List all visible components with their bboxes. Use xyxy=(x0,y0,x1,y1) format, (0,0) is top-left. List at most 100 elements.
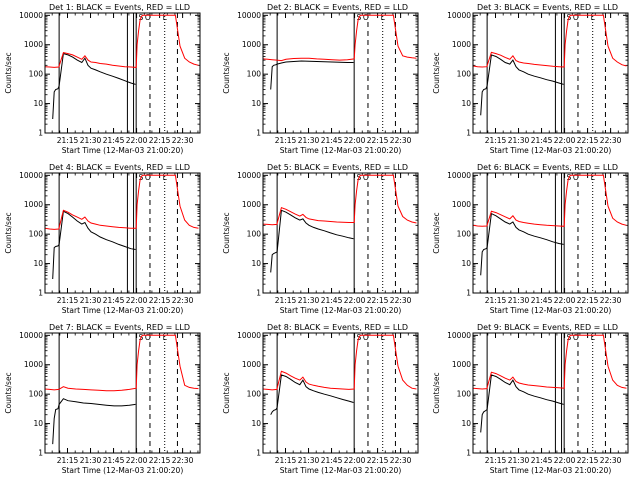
y-axis-label: Counts/sec xyxy=(222,212,231,253)
series-lld xyxy=(45,14,199,68)
y-axis-label: Counts/sec xyxy=(222,372,231,413)
y-tick-label: 100 xyxy=(457,70,472,79)
annotation-L: L xyxy=(381,13,386,22)
y-tick-label: 10000 xyxy=(447,331,471,340)
x-tick-label: 21:45 xyxy=(103,136,125,145)
x-tick-label: 22:30 xyxy=(600,456,622,465)
plot-frame xyxy=(44,172,201,294)
annotation-O: O xyxy=(145,13,151,22)
plot-frame xyxy=(472,332,629,454)
y-tick-label: 10 xyxy=(461,99,471,108)
y-axis-label: Counts/sec xyxy=(4,52,13,93)
x-tick-label: 22:00 xyxy=(126,296,148,305)
y-tick-label: 10 xyxy=(33,259,43,268)
x-tick-label: 21:15 xyxy=(57,456,79,465)
x-axis-label: Start Time (12-Mar-03 21:00:20) xyxy=(280,306,402,315)
x-tick-label: 22:30 xyxy=(390,296,412,305)
y-tick-label: 1 xyxy=(466,449,471,458)
y-axis-label: Counts/sec xyxy=(432,372,441,413)
plot-frame xyxy=(262,12,419,134)
y-tick-label: 10000 xyxy=(19,331,43,340)
y-axis-label: Counts/sec xyxy=(432,212,441,253)
x-tick-label: 22:00 xyxy=(554,136,576,145)
plot-title: Det 3: BLACK = Events, RED = LLD xyxy=(477,3,618,12)
x-tick-label: 22:30 xyxy=(172,296,194,305)
y-tick-label: 1 xyxy=(38,129,43,138)
x-axis-label: Start Time (12-Mar-03 21:00:20) xyxy=(280,146,402,155)
x-tick-label: 21:15 xyxy=(275,136,297,145)
y-tick-label: 100 xyxy=(457,230,472,239)
y-tick-label: 10 xyxy=(33,99,43,108)
annotation-O: O xyxy=(573,13,579,22)
y-tick-label: 1 xyxy=(256,289,261,298)
plot-9: Det 9: BLACK = Events, RED = LLD Counts/s… xyxy=(432,323,629,475)
x-tick-label: 21:45 xyxy=(531,296,553,305)
annotation-L: L xyxy=(591,333,596,342)
x-tick-label: 21:15 xyxy=(275,296,297,305)
y-tick-label: 1000 xyxy=(452,200,471,209)
plot-title: Det 1: BLACK = Events, RED = LLD xyxy=(49,3,190,12)
x-tick-label: 22:30 xyxy=(390,136,412,145)
y-tick-label: 1000 xyxy=(24,40,43,49)
annotation-L: L xyxy=(163,13,168,22)
y-tick-label: 1 xyxy=(38,289,43,298)
y-axis-label: Counts/sec xyxy=(4,212,13,253)
x-tick-label: 22:30 xyxy=(172,456,194,465)
y-tick-label: 1000 xyxy=(452,360,471,369)
series-events xyxy=(480,212,564,276)
annotation-O: O xyxy=(573,333,579,342)
series-lld xyxy=(45,174,199,230)
plot-3: Det 3: BLACK = Events, RED = LLD Counts/s… xyxy=(432,3,629,155)
x-tick-label: 21:30 xyxy=(508,136,530,145)
x-tick-label: 21:15 xyxy=(485,136,507,145)
y-tick-label: 100 xyxy=(29,390,44,399)
x-tick-label: 22:30 xyxy=(172,136,194,145)
x-tick-label: 22:15 xyxy=(577,296,599,305)
x-tick-label: 21:15 xyxy=(485,456,507,465)
y-tick-label: 1 xyxy=(38,449,43,458)
plot-frame xyxy=(472,12,629,134)
plot-title: Det 2: BLACK = Events, RED = LLD xyxy=(267,3,408,12)
x-tick-label: 22:15 xyxy=(577,456,599,465)
plot-frame xyxy=(44,12,201,134)
x-tick-label: 21:30 xyxy=(508,296,530,305)
annotation-O: O xyxy=(363,173,369,182)
series-events xyxy=(52,52,136,120)
y-tick-label: 100 xyxy=(29,230,44,239)
plot-frame xyxy=(262,332,419,454)
series-lld xyxy=(473,334,627,390)
x-tick-label: 22:00 xyxy=(344,456,366,465)
series-lld xyxy=(263,334,417,391)
series-events xyxy=(270,374,354,415)
x-tick-label: 22:15 xyxy=(367,296,389,305)
plot-title: Det 7: BLACK = Events, RED = LLD xyxy=(49,323,190,332)
x-tick-label: 22:30 xyxy=(600,296,622,305)
y-tick-label: 10 xyxy=(461,259,471,268)
x-tick-label: 22:15 xyxy=(149,296,171,305)
plot-6: Det 6: BLACK = Events, RED = LLD Counts/s… xyxy=(432,163,629,315)
y-axis-label: Counts/sec xyxy=(222,52,231,93)
annotation-O: O xyxy=(363,333,369,342)
x-tick-label: 21:30 xyxy=(80,456,102,465)
y-tick-label: 1000 xyxy=(242,200,261,209)
series-events xyxy=(480,374,564,433)
x-axis-label: Start Time (12-Mar-03 21:00:20) xyxy=(490,306,612,315)
x-tick-label: 21:45 xyxy=(321,136,343,145)
plot-7: Det 7: BLACK = Events, RED = LLD Counts/s… xyxy=(4,323,201,475)
plot-4: Det 4: BLACK = Events, RED = LLD Counts/s… xyxy=(4,163,201,315)
y-tick-label: 10 xyxy=(461,419,471,428)
x-tick-label: 22:15 xyxy=(367,136,389,145)
plot-8: Det 8: BLACK = Events, RED = LLD Counts/s… xyxy=(222,323,419,475)
x-tick-label: 21:15 xyxy=(57,136,79,145)
x-tick-label: 21:15 xyxy=(275,456,297,465)
y-tick-label: 10 xyxy=(33,419,43,428)
x-tick-label: 21:15 xyxy=(485,296,507,305)
x-tick-label: 21:15 xyxy=(57,296,79,305)
x-tick-label: 21:30 xyxy=(298,456,320,465)
y-tick-label: 10000 xyxy=(19,171,43,180)
y-tick-label: 10000 xyxy=(19,11,43,20)
y-tick-label: 1000 xyxy=(242,360,261,369)
x-tick-label: 22:30 xyxy=(390,456,412,465)
y-tick-label: 10 xyxy=(251,419,261,428)
